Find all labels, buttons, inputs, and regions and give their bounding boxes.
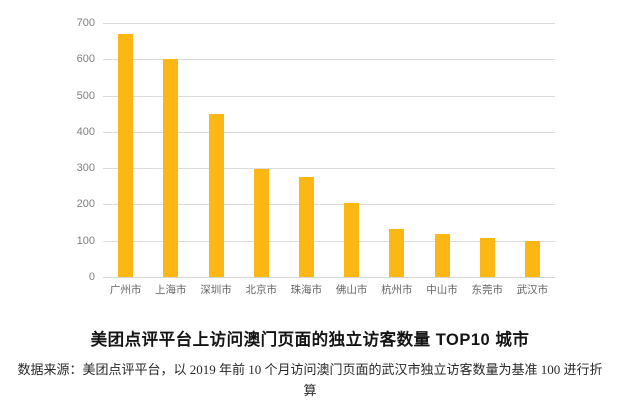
gridline-700 xyxy=(103,23,555,24)
y-axis-tick-label: 700 xyxy=(76,17,95,29)
x-axis-label: 杭州市 xyxy=(381,284,413,296)
y-axis-tick-label: 500 xyxy=(76,89,95,102)
x-axis-label: 北京市 xyxy=(245,284,277,296)
bar-column xyxy=(239,23,284,277)
bar-9 xyxy=(479,237,495,277)
chart-title: 美团点评平台上访问澳门页面的独立访客数量 TOP10 城市 xyxy=(90,331,530,349)
bar-1 xyxy=(118,33,134,277)
x-axis: 广州市 上海市 深圳市 北京市 珠海市 佛山市 杭州市 中山市 东莞市 武汉市 xyxy=(103,282,555,297)
gridline-400 xyxy=(103,131,555,133)
y-axis-tick-label: 600 xyxy=(76,53,95,66)
bar-6 xyxy=(344,202,360,277)
gridline-300 xyxy=(103,168,555,170)
x-axis-label: 上海市 xyxy=(155,284,187,296)
x-axis-label: 佛山市 xyxy=(335,284,368,296)
y-axis-tick-label: 100 xyxy=(76,234,95,247)
bar-column xyxy=(419,23,464,277)
bar-column xyxy=(329,23,374,277)
x-axis-label: 中山市 xyxy=(426,284,458,296)
bar-column xyxy=(284,23,329,277)
y-axis-tick-label: 400 xyxy=(76,125,95,138)
gridline-600 xyxy=(103,59,555,61)
bar-2 xyxy=(163,59,179,277)
gridline-500 xyxy=(103,95,555,97)
bar-column xyxy=(148,23,193,277)
y-axis-tick-label: 200 xyxy=(76,198,95,211)
plot-area xyxy=(103,23,555,278)
bar-7 xyxy=(389,229,405,277)
x-axis-label: 东莞市 xyxy=(471,284,503,296)
bar-column xyxy=(374,23,419,277)
bar-column xyxy=(103,23,148,277)
gridline-100 xyxy=(103,240,555,242)
x-axis-label: 广州市 xyxy=(109,284,142,296)
x-axis-label: 武汉市 xyxy=(516,284,549,296)
bar-4 xyxy=(253,169,269,277)
x-axis-label: 深圳市 xyxy=(200,284,232,296)
bar-column xyxy=(465,23,510,277)
bar-8 xyxy=(434,234,450,277)
bar-column xyxy=(193,23,238,277)
bar-5 xyxy=(298,176,314,277)
bar-10 xyxy=(524,240,540,277)
y-axis-tick-label: 300 xyxy=(76,162,95,175)
bar-3 xyxy=(208,113,224,277)
y-axis-tick-label: 0 xyxy=(88,271,95,283)
x-axis-label: 珠海市 xyxy=(290,284,323,296)
chart-source: 数据来源：美团点评平台，以 2019 年前 10 个月访问澳门页面的武汉市独立访… xyxy=(17,362,603,398)
bars-group xyxy=(103,23,555,277)
bar-column xyxy=(510,23,555,277)
gridline-200 xyxy=(103,204,555,206)
